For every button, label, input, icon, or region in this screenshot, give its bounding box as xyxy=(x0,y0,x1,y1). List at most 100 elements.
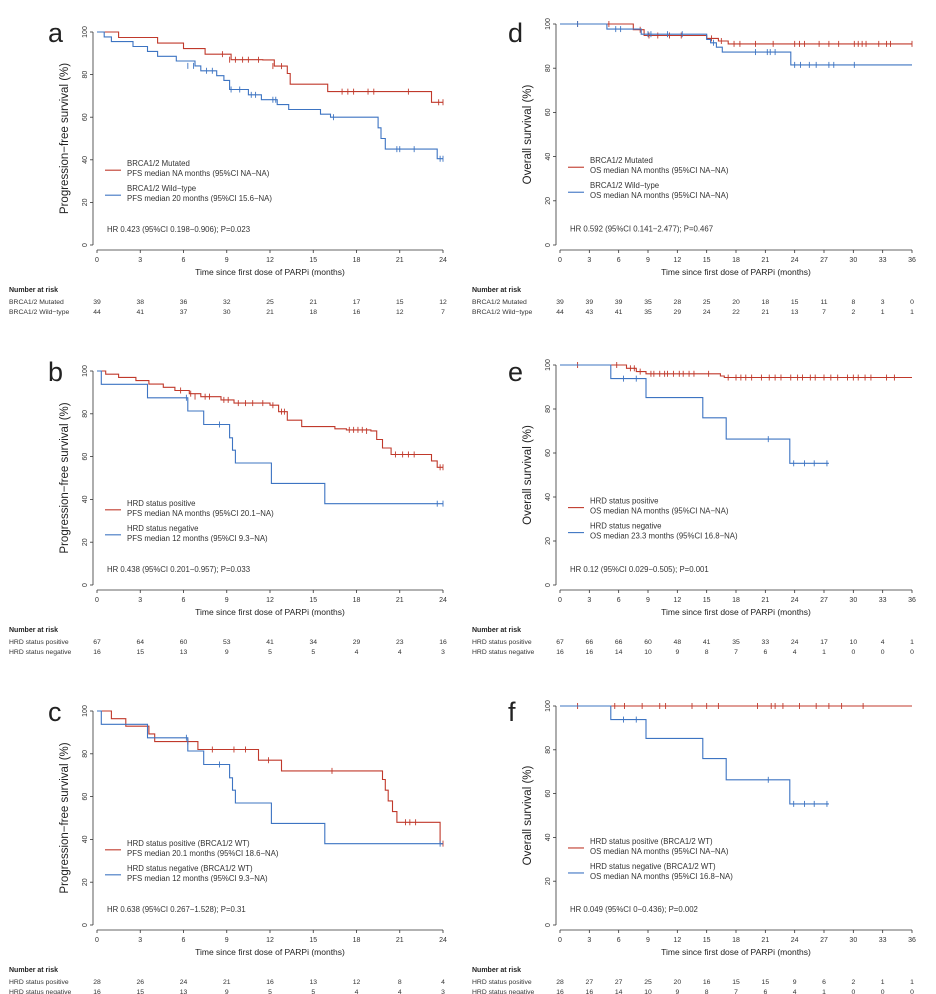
survival-curve-1 xyxy=(560,364,912,379)
risk-count: 66 xyxy=(586,639,594,646)
y-tick-label: 80 xyxy=(545,405,552,413)
x-tick-label: 24 xyxy=(439,597,447,604)
risk-count: 53 xyxy=(223,639,231,646)
risk-count: 20 xyxy=(674,979,682,986)
x-axis-label: Time since first dose of PARPi (months) xyxy=(195,607,345,617)
risk-count: 8 xyxy=(851,299,855,306)
risk-count: 33 xyxy=(762,639,770,646)
survival-curve-1 xyxy=(97,31,443,103)
risk-count: 27 xyxy=(615,979,623,986)
y-tick-label: 100 xyxy=(82,26,89,38)
x-tick-label: 33 xyxy=(879,597,887,604)
risk-count: 1 xyxy=(881,979,885,986)
risk-count: 8 xyxy=(705,649,709,656)
y-tick-label: 0 xyxy=(82,923,89,927)
y-tick-label: 60 xyxy=(82,113,89,121)
risk-count: 1 xyxy=(910,979,914,986)
x-tick-label: 3 xyxy=(138,597,142,604)
risk-count: 21 xyxy=(266,309,274,316)
y-tick-label: 100 xyxy=(82,365,89,377)
x-tick-label: 24 xyxy=(791,937,799,944)
x-tick-label: 36 xyxy=(908,597,916,604)
x-tick-label: 3 xyxy=(587,937,591,944)
survival-curve-2 xyxy=(97,370,443,505)
hr-annotation: HR 0.12 (95%CI 0.029−0.505); P=0.001 xyxy=(570,565,709,574)
hr-annotation: HR 0.592 (95%CI 0.141−2.477); P=0.467 xyxy=(570,225,713,234)
risk-count: 5 xyxy=(311,989,315,994)
risk-count: 15 xyxy=(136,649,144,656)
y-tick-label: 60 xyxy=(82,793,89,801)
x-tick-label: 9 xyxy=(646,937,650,944)
x-tick-label: 33 xyxy=(879,937,887,944)
risk-count: 24 xyxy=(703,309,711,316)
risk-header: Number at risk xyxy=(472,967,521,974)
risk-count: 41 xyxy=(136,309,144,316)
risk-count: 16 xyxy=(93,989,101,994)
risk-count: 0 xyxy=(910,299,914,306)
x-tick-label: 6 xyxy=(617,937,621,944)
risk-count: 27 xyxy=(586,979,594,986)
hr-annotation: HR 0.638 (95%CI 0.267−1.528); P=0.31 xyxy=(107,905,246,914)
y-tick-label: 80 xyxy=(82,410,89,418)
risk-count: 2 xyxy=(851,309,855,316)
risk-row-label: HRD status positive xyxy=(9,639,69,646)
x-tick-label: 0 xyxy=(558,257,562,264)
risk-row-label: BRCA1/2 Wild−type xyxy=(472,309,532,316)
x-tick-label: 21 xyxy=(396,257,404,264)
x-tick-label: 15 xyxy=(703,257,711,264)
risk-count: 44 xyxy=(556,309,564,316)
y-tick-label: 100 xyxy=(545,700,552,712)
y-axis-label: Progression−free survival (%) xyxy=(59,402,71,553)
risk-count: 5 xyxy=(268,649,272,656)
x-tick-label: 12 xyxy=(266,257,274,264)
risk-count: 0 xyxy=(910,649,914,656)
y-tick-label: 60 xyxy=(82,453,89,461)
risk-count: 1 xyxy=(910,639,914,646)
risk-row-label: BRCA1/2 Wild−type xyxy=(9,309,69,316)
x-tick-label: 0 xyxy=(558,937,562,944)
risk-count: 43 xyxy=(586,309,594,316)
x-tick-label: 6 xyxy=(617,597,621,604)
risk-count: 6 xyxy=(822,979,826,986)
x-axis-label: Time since first dose of PARPi (months) xyxy=(661,947,811,957)
survival-curve-2 xyxy=(560,23,912,66)
y-tick-label: 60 xyxy=(545,790,552,798)
x-tick-label: 12 xyxy=(266,937,274,944)
x-tick-label: 27 xyxy=(820,597,828,604)
risk-row-label: HRD status negative xyxy=(472,989,535,994)
y-tick-label: 20 xyxy=(545,197,552,205)
risk-count: 4 xyxy=(398,989,402,994)
x-tick-label: 15 xyxy=(703,597,711,604)
y-tick-label: 60 xyxy=(545,449,552,457)
legend-median: PFS median 12 months (95%CI 9.3−NA) xyxy=(127,874,268,883)
x-tick-label: 15 xyxy=(309,597,317,604)
y-axis-label: Overall survival (%) xyxy=(522,425,534,525)
risk-count: 1 xyxy=(822,649,826,656)
y-axis-label: Overall survival (%) xyxy=(522,84,534,184)
survival-curve-1 xyxy=(97,370,443,468)
x-tick-label: 18 xyxy=(353,597,361,604)
x-tick-label: 15 xyxy=(309,257,317,264)
risk-count: 2 xyxy=(851,979,855,986)
risk-count: 25 xyxy=(644,979,652,986)
y-tick-label: 40 xyxy=(545,493,552,501)
y-tick-label: 20 xyxy=(545,877,552,885)
x-tick-label: 9 xyxy=(225,937,229,944)
risk-header: Number at risk xyxy=(472,287,521,294)
risk-count: 15 xyxy=(136,989,144,994)
risk-count: 64 xyxy=(136,639,144,646)
x-tick-label: 3 xyxy=(587,257,591,264)
risk-count: 67 xyxy=(93,639,101,646)
risk-count: 4 xyxy=(793,649,797,656)
risk-count: 16 xyxy=(556,989,564,994)
hr-annotation: HR 0.438 (95%CI 0.201−0.957); P=0.033 xyxy=(107,565,250,574)
x-tick-label: 30 xyxy=(849,937,857,944)
x-tick-label: 6 xyxy=(182,597,186,604)
risk-header: Number at risk xyxy=(9,627,58,634)
risk-count: 16 xyxy=(439,639,447,646)
risk-count: 15 xyxy=(732,979,740,986)
risk-count: 25 xyxy=(703,299,711,306)
x-tick-label: 18 xyxy=(732,257,740,264)
x-tick-label: 24 xyxy=(791,257,799,264)
